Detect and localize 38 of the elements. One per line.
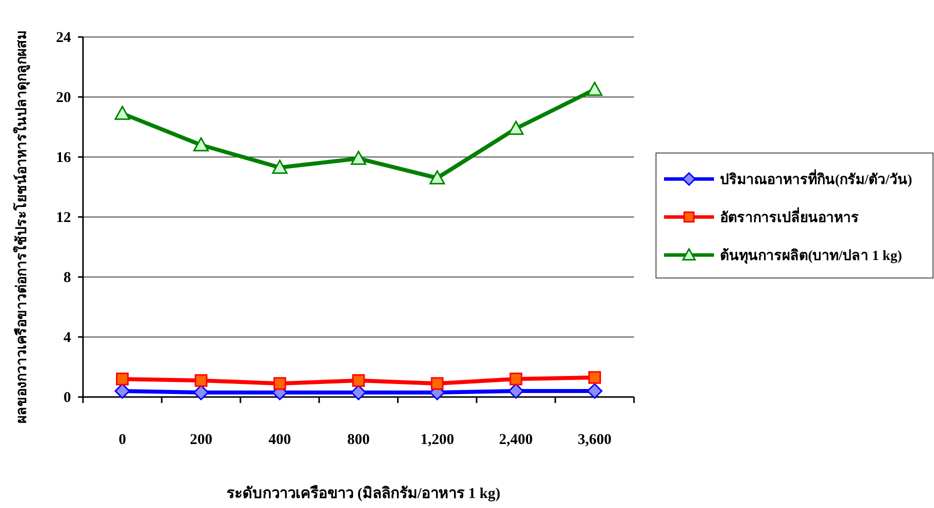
x-tick-label: 800 (347, 432, 370, 448)
y-axis-title: ผลของกวาวเครือขาวต่อการใช้ประโยชน์อาหารในปลาดุกลูกผสม (12, 30, 30, 424)
point (114, 383, 130, 399)
point (430, 377, 444, 390)
y-tick-label: 4 (64, 330, 72, 346)
point (194, 374, 208, 387)
point (352, 374, 365, 387)
point (586, 82, 602, 96)
point (193, 137, 209, 152)
point (588, 371, 601, 384)
x-tick-label: 200 (190, 432, 212, 448)
x-tick-label: 2,400 (499, 432, 533, 448)
point (350, 150, 366, 165)
point (193, 384, 209, 400)
x-tick-label: 3,600 (578, 432, 612, 448)
legend-label: อัตราการเปลี่ยนอาหาร (720, 207, 859, 226)
y-tick-label: 20 (56, 90, 71, 106)
x-tick-label: 400 (268, 432, 292, 448)
y-tick-label: 12 (56, 210, 71, 226)
legend-label: ต้นทุนการผลิต(บาท/ปลา 1 kg) (720, 248, 902, 264)
x-tick-label: 0 (118, 432, 126, 448)
point (429, 170, 445, 184)
y-tick-label: 0 (64, 390, 71, 406)
point (350, 384, 366, 400)
point (510, 372, 522, 386)
x-axis-title: ระดับกวาวเครือขาว (มิลลิกรัม/อาหาร 1 kg) (226, 484, 500, 502)
legend-label: ปริมาณอาหารที่กิน(กรัม/ตัว/วัน) (720, 169, 912, 188)
point (272, 160, 288, 174)
y-tick-label: 16 (56, 150, 72, 166)
point (116, 372, 129, 386)
point (114, 106, 130, 120)
x-tick-label: 1,200 (420, 432, 454, 448)
point (586, 383, 602, 399)
point (508, 120, 524, 135)
point (273, 377, 286, 390)
point (508, 383, 524, 399)
y-tick-label: 8 (64, 270, 71, 286)
y-tick-label: 24 (56, 30, 72, 46)
